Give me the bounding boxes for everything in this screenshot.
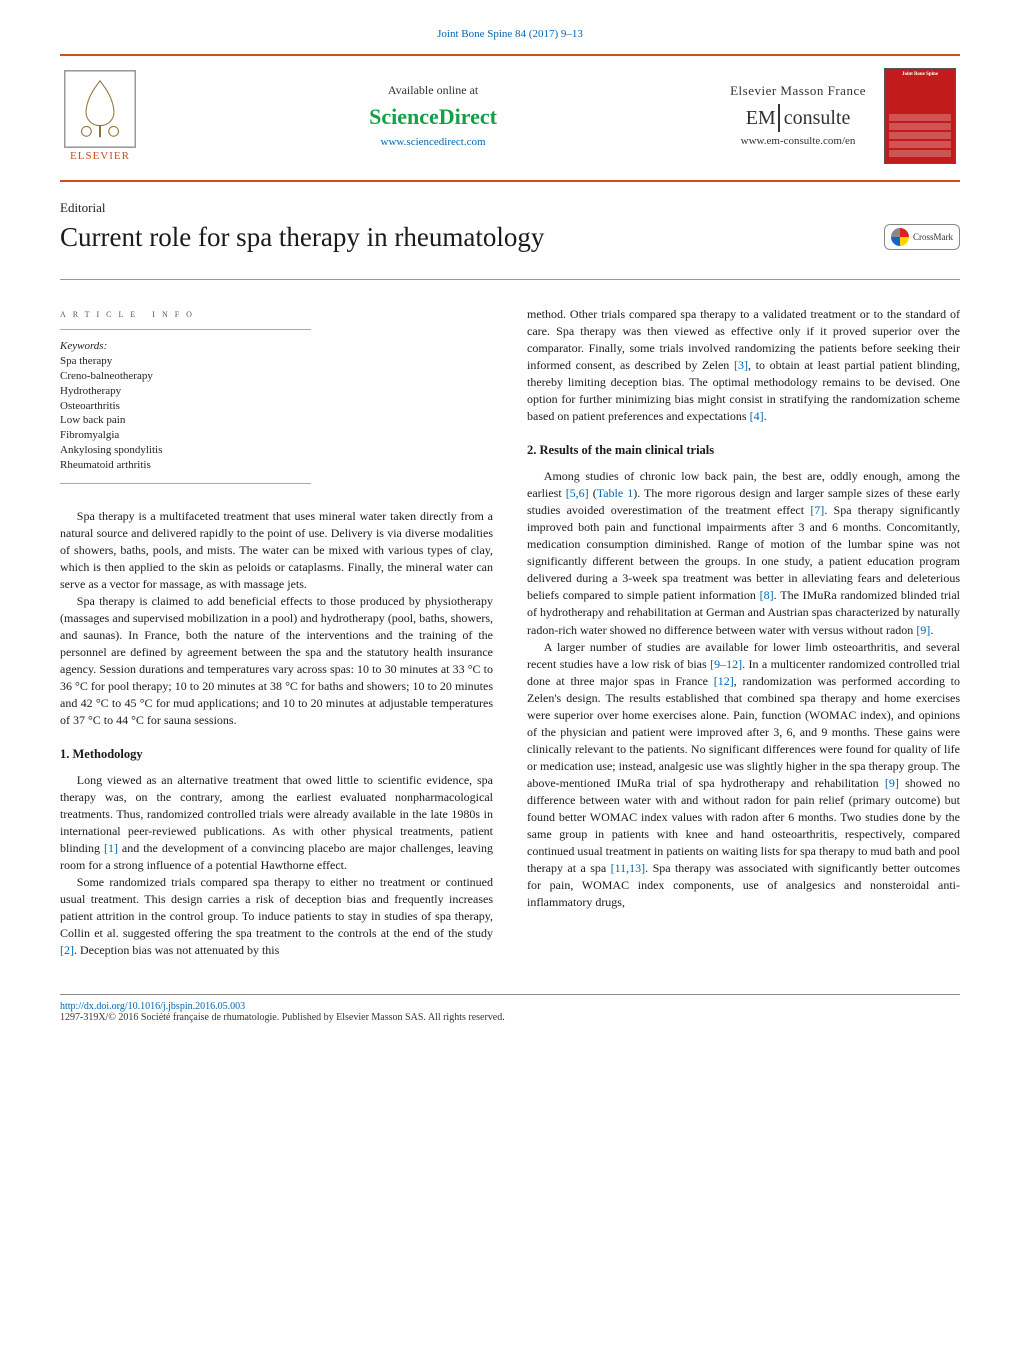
ref-link-3[interactable]: [3]	[734, 358, 748, 372]
intro-para-1: Spa therapy is a multifaceted treatment …	[60, 508, 493, 593]
ref-link-9b[interactable]: [9]	[885, 776, 899, 790]
sciencedirect-block: Available online at ScienceDirect www.sc…	[154, 82, 712, 151]
keyword-item: Hydrotherapy	[60, 384, 493, 399]
keyword-item: Ankylosing spondylitis	[60, 443, 493, 458]
consulte-text: consulte	[778, 104, 851, 132]
elsevier-wordmark: ELSEVIER	[70, 150, 130, 162]
section-1-para-2: Some randomized trials compared spa ther…	[60, 874, 493, 959]
article-info-head: ARTICLE INFO	[60, 306, 493, 321]
ref-link-11-13[interactable]: [11,13]	[611, 861, 646, 875]
emconsulte-logo: EMconsulte	[730, 104, 866, 132]
ref-link-5-6[interactable]: [5,6]	[566, 486, 589, 500]
ref-link-2[interactable]: [2]	[60, 943, 74, 957]
crossmark-badge[interactable]: CrossMark	[884, 224, 960, 250]
info-rule-top	[60, 329, 311, 330]
doi-link[interactable]: http://dx.doi.org/10.1016/j.jbspin.2016.…	[60, 1001, 960, 1012]
emconsulte-block: Elsevier Masson France EMconsulte www.em…	[730, 82, 866, 150]
ref-link-1[interactable]: [1]	[104, 841, 118, 855]
sciencedirect-logo: ScienceDirect	[154, 102, 712, 133]
right-column: method. Other trials compared spa therap…	[527, 306, 960, 960]
crossmark-icon	[891, 228, 909, 246]
header-band: ELSEVIER Available online at ScienceDire…	[60, 68, 960, 172]
article-type: Editorial	[60, 200, 960, 216]
ref-link-4[interactable]: [4]	[750, 409, 764, 423]
elsevier-tree-icon	[64, 70, 136, 148]
left-column: ARTICLE INFO Keywords: Spa therapy Creno…	[60, 306, 493, 960]
section-2-para-2: A larger number of studies are available…	[527, 639, 960, 912]
top-rule	[60, 54, 960, 56]
crossmark-label: CrossMark	[913, 232, 953, 242]
journal-cover-thumbnail: Joint Bone Spine	[884, 68, 956, 164]
section-2-head: 2. Results of the main clinical trials	[527, 443, 960, 458]
title-rule	[60, 279, 960, 280]
section-1-head: 1. Methodology	[60, 747, 493, 762]
elsevier-masson-label: Elsevier Masson France	[730, 82, 866, 100]
elsevier-logo: ELSEVIER	[64, 70, 136, 162]
section-1-para-1: Long viewed as an alternative treatment …	[60, 772, 493, 874]
ref-link-8[interactable]: [8]	[760, 588, 774, 602]
emconsulte-url[interactable]: www.em-consulte.com/en	[730, 134, 866, 149]
section-2-para-1: Among studies of chronic low back pain, …	[527, 468, 960, 638]
ref-link-9-12[interactable]: [9–12]	[710, 657, 742, 671]
journal-cover-title: Joint Bone Spine	[885, 69, 955, 77]
keyword-item: Osteoarthritis	[60, 399, 493, 414]
running-head: Joint Bone Spine 84 (2017) 9–13	[60, 28, 960, 40]
article-title: Current role for spa therapy in rheumato…	[60, 222, 884, 253]
em-text: EM	[746, 107, 776, 129]
sciencedirect-url[interactable]: www.sciencedirect.com	[154, 135, 712, 150]
keywords-list: Spa therapy Creno-balneotherapy Hydrothe…	[60, 354, 493, 473]
footer-rule	[60, 994, 960, 995]
continuation-para: method. Other trials compared spa therap…	[527, 306, 960, 425]
ref-link-7[interactable]: [7]	[810, 503, 824, 517]
table-1-link[interactable]: Table 1	[597, 486, 634, 500]
available-online-label: Available online at	[154, 82, 712, 99]
ref-link-12[interactable]: [12]	[714, 674, 734, 688]
keyword-item: Fibromyalgia	[60, 428, 493, 443]
keyword-item: Low back pain	[60, 413, 493, 428]
info-rule-bottom	[60, 483, 311, 484]
copyright-line: 1297-319X/© 2016 Société française de rh…	[60, 1012, 960, 1023]
keyword-item: Creno-balneotherapy	[60, 369, 493, 384]
keyword-item: Rheumatoid arthritis	[60, 458, 493, 473]
mid-rule	[60, 180, 960, 182]
keywords-label: Keywords:	[60, 340, 493, 352]
keyword-item: Spa therapy	[60, 354, 493, 369]
ref-link-9[interactable]: [9]	[916, 623, 930, 637]
intro-para-2: Spa therapy is claimed to add beneficial…	[60, 593, 493, 729]
